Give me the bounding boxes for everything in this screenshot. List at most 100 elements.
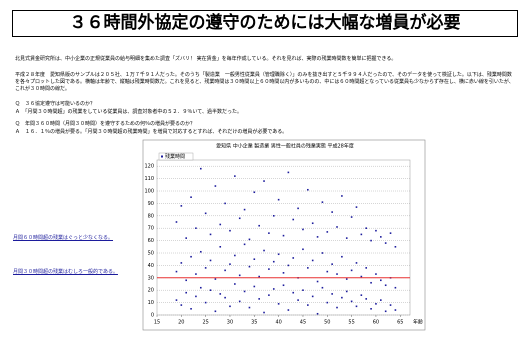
point [389, 304, 392, 306]
point [248, 306, 251, 309]
point [292, 291, 295, 294]
point [355, 206, 358, 208]
legend-swatch [161, 155, 163, 158]
point [195, 227, 197, 229]
point [394, 286, 397, 289]
point [253, 285, 256, 288]
question: Ｑ 年間３６０時間（月間３０時間）を遵守するための何％の増員が要るのか？ [15, 121, 196, 127]
paragraph: 北見式賃金研究所は、中小企業の正規従業員の給与明細を集めた調査「ズバリ！ 実在賃… [15, 56, 397, 62]
point [234, 175, 236, 177]
y-tick-label: 80 [148, 213, 154, 219]
point [336, 306, 338, 309]
point [292, 218, 295, 221]
legend-box [158, 152, 194, 161]
point [375, 229, 377, 232]
point [243, 208, 246, 211]
answer: Ａ 「月間３０時間超」の残業をしている従業員は、調査対象者中の５２．９％いて、過… [15, 109, 242, 115]
point [180, 205, 183, 207]
point [268, 268, 270, 270]
point [370, 281, 372, 284]
point [380, 299, 382, 301]
point [307, 267, 309, 269]
point [248, 265, 251, 268]
point [316, 312, 319, 315]
point [287, 171, 290, 174]
x-tick-label: 60 [373, 320, 379, 326]
legend-label: 残業時間 [165, 153, 185, 160]
point [380, 279, 382, 282]
point [214, 310, 217, 313]
y-tick-label: 110 [144, 176, 154, 182]
y-tick-label: 0 [151, 313, 154, 319]
point [326, 301, 329, 304]
point [326, 231, 329, 233]
point [175, 299, 178, 301]
point [272, 260, 275, 263]
x-tick-label: 50 [324, 320, 330, 326]
y-tick-label: 120 [144, 164, 154, 170]
point [384, 284, 387, 287]
point [243, 243, 246, 246]
x-tick-label: 25 [202, 320, 208, 326]
point [336, 226, 338, 228]
x-tick-label: 55 [348, 320, 354, 326]
point [219, 223, 222, 226]
point [238, 300, 241, 303]
point [185, 237, 187, 239]
point [380, 236, 382, 238]
point [238, 217, 241, 220]
point [258, 275, 260, 278]
point [321, 201, 324, 203]
page-title: ３６時間外協定の遵守のためには大幅な増員が必要 [12, 10, 518, 37]
point [175, 221, 178, 223]
point [277, 253, 280, 256]
point [258, 298, 260, 300]
point [185, 279, 187, 282]
point [341, 255, 343, 258]
point [268, 294, 270, 296]
point [375, 273, 377, 275]
point [311, 259, 314, 262]
point [394, 246, 397, 248]
chart-title: 愛知県 中小企業 製造業 男性一般社員の残業実態 平成28年度 [216, 143, 354, 150]
point [350, 269, 353, 272]
point [209, 259, 212, 262]
point [268, 232, 270, 234]
point [297, 299, 299, 301]
point [355, 305, 358, 308]
point [234, 254, 236, 257]
point [389, 232, 392, 234]
point [214, 278, 217, 280]
point [360, 233, 363, 236]
paragraph: 平成２８年度 愛知県版のサンプルは２０５社、１万７千９１人だった。そのうち「製造… [15, 72, 514, 92]
point [204, 267, 207, 269]
point [175, 270, 178, 273]
point [199, 286, 202, 289]
point [209, 289, 212, 291]
point [287, 264, 290, 267]
point [331, 263, 333, 265]
point [180, 304, 183, 306]
point [195, 273, 197, 275]
point [302, 228, 304, 231]
point [219, 293, 222, 295]
point [238, 274, 241, 277]
point [258, 224, 260, 227]
point [350, 216, 353, 218]
point [234, 283, 236, 285]
point [365, 227, 368, 229]
point [365, 298, 368, 300]
point [219, 246, 222, 248]
annotation: 月間６０時間超の残業はぐっと少なくなる。 [13, 235, 114, 241]
x-tick-label: 20 [178, 320, 184, 326]
point [190, 308, 192, 310]
point [282, 234, 285, 237]
point [277, 303, 280, 305]
point [229, 229, 231, 232]
point [297, 207, 299, 210]
y-tick-label: 100 [144, 189, 154, 195]
point [360, 275, 363, 278]
point [224, 202, 226, 205]
